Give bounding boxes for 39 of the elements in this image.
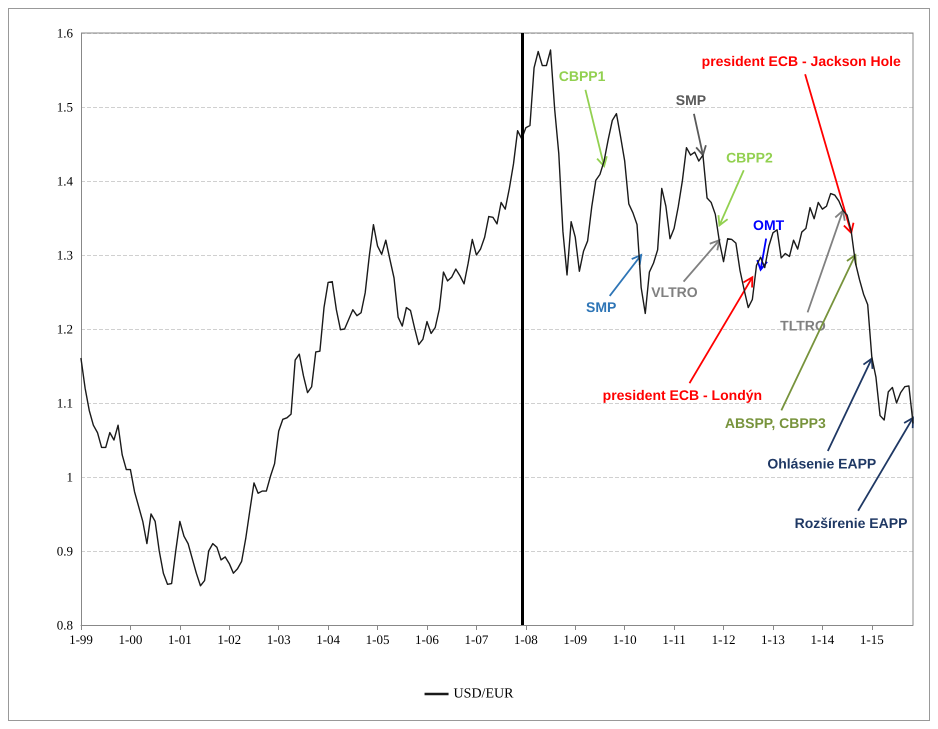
x-tick-label: 1-15 xyxy=(860,632,884,647)
annotation: CBPP2 xyxy=(726,149,773,166)
y-tick-label: 1.4 xyxy=(56,174,74,188)
annotation: president ECB - Jackson Hole xyxy=(702,52,902,69)
x-tick-label: 1-02 xyxy=(217,632,242,647)
x-tick-label: 1-13 xyxy=(761,632,785,647)
y-tick-label: 1.1 xyxy=(56,396,73,410)
y-tick-label: 1.6 xyxy=(56,26,74,40)
x-tick-label: 1-99 xyxy=(69,632,93,647)
x-tick-label: 1-09 xyxy=(563,632,588,647)
x-tick-label: 1-08 xyxy=(514,632,538,647)
x-tick-label: 1-07 xyxy=(464,632,489,647)
annotation: VLTRO xyxy=(651,284,698,300)
annotation: Ohlásenie EAPP xyxy=(767,456,876,472)
annotation: president ECB - Londýn xyxy=(602,387,762,404)
annotation: SMP xyxy=(676,92,706,108)
y-tick-label: 1.3 xyxy=(56,248,73,262)
y-tick-label: 1.5 xyxy=(56,100,73,114)
x-tick-label: 1-00 xyxy=(118,632,142,647)
annotation: Rozšírenie EAPP xyxy=(794,514,908,531)
y-tick-label: 0.9 xyxy=(56,544,73,558)
annotation: SMP xyxy=(586,299,616,315)
legend-label: USD/EUR xyxy=(454,686,514,702)
annotation: ABSPP, CBPP3 xyxy=(724,415,826,431)
x-tick-label: 1-03 xyxy=(266,632,291,647)
x-tick-label: 1-06 xyxy=(415,632,440,647)
y-tick-label: 1 xyxy=(66,470,73,484)
annotation: CBPP1 xyxy=(558,68,606,84)
x-tick-label: 1-14 xyxy=(810,632,835,647)
x-tick-label: 1-01 xyxy=(168,632,192,647)
x-tick-label: 1-10 xyxy=(612,632,637,647)
x-tick-label: 1-04 xyxy=(316,632,341,647)
x-tick-label: 1-05 xyxy=(366,632,390,647)
line-series xyxy=(80,49,914,586)
x-tick-label: 1-11 xyxy=(662,632,686,647)
y-tick-label: 0.8 xyxy=(56,618,73,632)
x-tick-label: 1-12 xyxy=(712,632,736,647)
y-tick-label: 1.2 xyxy=(56,322,73,336)
annotation: OMT xyxy=(753,216,785,233)
